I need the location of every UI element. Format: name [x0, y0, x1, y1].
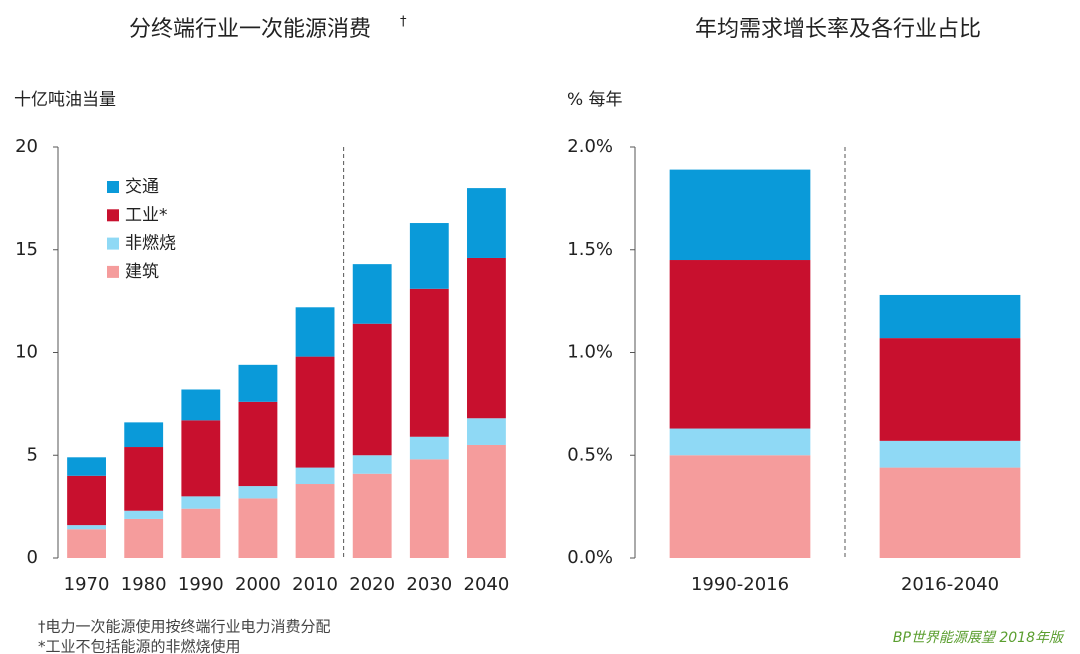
bar-segment — [124, 447, 164, 511]
legend-label: 建筑 — [125, 262, 159, 282]
legend-label: 交通 — [125, 177, 159, 197]
chart-title: 分终端行业一次能源消费 — [129, 17, 371, 42]
bar-segment — [67, 457, 106, 476]
bar-segment — [238, 498, 278, 558]
y-tick-label: 10 — [15, 342, 38, 363]
bar-segment — [467, 418, 506, 445]
bar-segment — [669, 455, 811, 558]
bar-segment — [295, 356, 335, 468]
bar-segment — [409, 459, 449, 558]
legend-swatch — [107, 265, 119, 278]
legend-label: 非燃烧 — [125, 234, 176, 254]
x-tick-label: 2030 — [406, 574, 452, 595]
y-axis-label: % 每年 — [567, 90, 623, 110]
bar-segment — [879, 294, 1021, 339]
bar-segment — [295, 467, 335, 485]
footnote: †电力一次能源使用按终端行业电力消费分配 — [38, 618, 331, 636]
x-tick-label: 2000 — [235, 574, 281, 595]
bar-segment — [238, 486, 278, 499]
x-tick-label: 2040 — [464, 574, 510, 595]
bar-segment — [467, 444, 506, 558]
bar-segment — [124, 422, 164, 448]
bar-segment — [181, 420, 221, 497]
legend-swatch — [107, 209, 119, 222]
bar-segment — [352, 473, 392, 558]
bar-segment — [181, 508, 221, 558]
bar-segment — [879, 467, 1021, 558]
y-tick-label: 1.5% — [567, 239, 613, 260]
source: BP世界能源展望 2018年版 — [893, 630, 1065, 646]
bar-segment — [409, 436, 449, 460]
bar-segment — [181, 496, 221, 509]
bar-segment — [409, 223, 449, 289]
bar-segment — [879, 338, 1021, 441]
legend-label: 工业* — [125, 205, 168, 225]
bar-segment — [238, 401, 278, 487]
y-tick-label: 20 — [15, 136, 38, 157]
bar-segment — [669, 169, 811, 261]
bar-segment — [669, 260, 811, 429]
y-tick-label: 15 — [15, 239, 38, 260]
bar-segment — [124, 510, 164, 519]
chart-title: 年均需求增长率及各行业占比 — [695, 17, 981, 42]
bar-segment — [124, 518, 164, 558]
x-tick-label: 2010 — [292, 574, 338, 595]
y-tick-label: 1.0% — [567, 342, 613, 363]
bar-segment — [669, 428, 811, 456]
bar-segment — [295, 484, 335, 558]
bar-segment — [352, 323, 392, 456]
x-tick-label: 1990 — [178, 574, 224, 595]
x-tick-label: 1980 — [121, 574, 167, 595]
bar-segment — [295, 307, 335, 357]
bar-segment — [352, 455, 392, 474]
y-tick-label: 2.0% — [567, 136, 613, 157]
title-note-mark: † — [400, 15, 407, 30]
x-tick-label: 2016-2040 — [901, 574, 999, 595]
bar-segment — [181, 389, 221, 421]
bar-segment — [67, 475, 106, 526]
bar-segment — [467, 257, 506, 419]
legend-swatch — [107, 181, 119, 193]
y-tick-label: 0.5% — [567, 444, 613, 465]
bar-segment — [467, 188, 506, 258]
bar-segment — [67, 525, 106, 530]
bar-segment — [352, 264, 392, 324]
bar-segment — [238, 364, 278, 402]
bar-segment — [879, 440, 1021, 468]
bar-segment — [409, 288, 449, 437]
legend-swatch — [107, 237, 119, 250]
y-tick-label: 0 — [27, 547, 38, 568]
y-tick-label: 5 — [27, 444, 38, 465]
x-tick-label: 1990-2016 — [691, 574, 789, 595]
x-tick-label: 1970 — [64, 574, 110, 595]
x-tick-label: 2020 — [349, 574, 395, 595]
footnote: *工业不包括能源的非燃烧使用 — [38, 638, 241, 654]
y-axis-label: 十亿吨油当量 — [14, 90, 116, 110]
bar-segment — [67, 529, 106, 558]
y-tick-label: 0.0% — [567, 547, 613, 568]
